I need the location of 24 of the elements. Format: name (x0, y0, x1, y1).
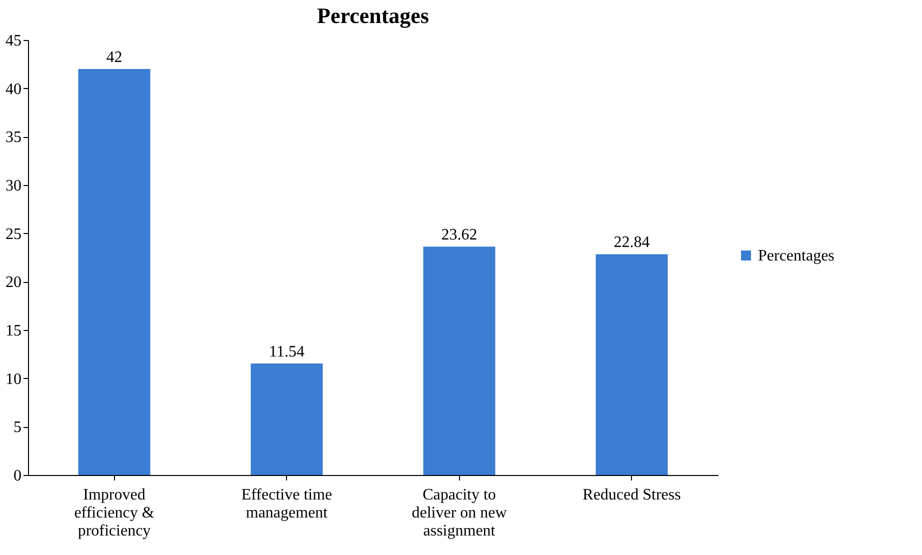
data-label: 23.62 (441, 226, 478, 244)
data-label: 22.84 (614, 234, 650, 252)
y-tick-label: 20 (6, 274, 22, 292)
x-tick-label: Reduced Stress (582, 486, 681, 504)
x-tick-label: Effective time management (241, 486, 332, 522)
bar (423, 246, 496, 475)
y-tick-label: 40 (6, 80, 22, 98)
y-tick-label: 0 (14, 468, 22, 484)
chart-title: Percentages (317, 3, 430, 28)
y-tick-label: 5 (14, 419, 22, 436)
y-tick-label: 15 (6, 322, 22, 340)
y-tick-label: 10 (6, 370, 22, 388)
bar (250, 363, 323, 475)
y-tick-label: 30 (6, 178, 22, 194)
x-tick-label: Capacity to deliver on new assignment (412, 486, 508, 540)
y-tick-label: 45 (6, 32, 22, 50)
data-label: 42 (106, 49, 122, 66)
bar (78, 69, 150, 475)
data-label: 11.54 (269, 343, 304, 360)
y-tick-label: 35 (6, 129, 22, 146)
x-tick-label: Improved efficiency & proficiency (74, 486, 155, 540)
legend-label: Percentages (758, 248, 834, 264)
y-tick-label: 25 (6, 226, 22, 243)
bar (596, 254, 668, 475)
